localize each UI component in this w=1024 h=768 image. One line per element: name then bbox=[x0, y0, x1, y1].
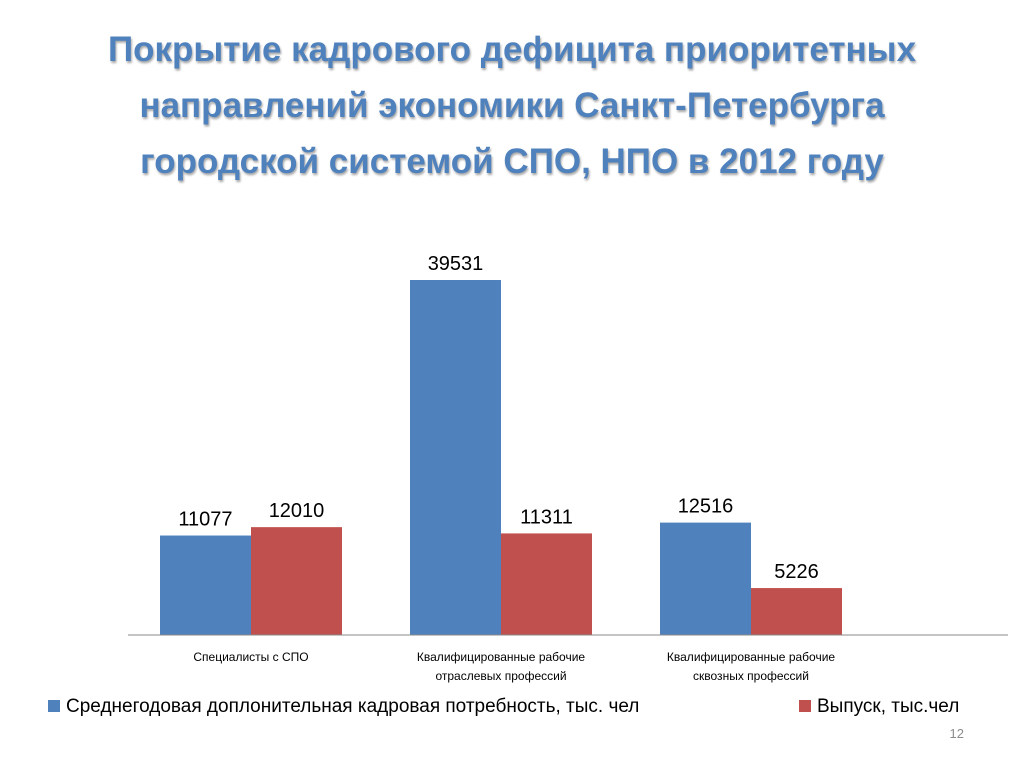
data-label-s2-c2: 11311 bbox=[520, 506, 573, 528]
legend-swatch-1 bbox=[48, 700, 60, 712]
bar-s1-c2 bbox=[410, 280, 501, 635]
title-line-2: направлений экономики Санкт-Петербурга bbox=[139, 86, 885, 125]
x-tick-label-c2-line1: Квалифицированные рабочие bbox=[417, 650, 585, 664]
bar-s2-c1 bbox=[251, 527, 342, 635]
data-label-s1-c2: 39531 bbox=[428, 253, 484, 275]
bar-s2-c3 bbox=[751, 588, 842, 635]
x-tick-label-c1-line1: Специалисты с СПО bbox=[193, 650, 308, 664]
legend-swatch-2 bbox=[799, 700, 811, 712]
page-number: 12 bbox=[949, 726, 964, 741]
bar-s1-c3 bbox=[660, 522, 751, 635]
legend-label-2: Выпуск, тыс.чел bbox=[817, 696, 959, 717]
data-label-s1-c3: 12516 bbox=[678, 496, 734, 518]
data-label-s2-c3: 5226 bbox=[774, 561, 819, 583]
title-line-1: Покрытие кадрового дефицита приоритетных bbox=[107, 30, 917, 69]
x-tick-label-c3-line2: сквозных профессий bbox=[693, 669, 809, 683]
x-tick-label-c3-line1: Квалифицированные рабочие bbox=[667, 650, 835, 664]
data-label-s2-c1: 12010 bbox=[269, 500, 325, 522]
bar-s2-c2 bbox=[501, 533, 592, 635]
x-tick-label-c2-line2: отраслевых профессий bbox=[435, 669, 566, 683]
data-label-s1-c1: 11077 bbox=[178, 509, 232, 531]
title-line-3: городской системой СПО, НПО в 2012 году bbox=[140, 142, 884, 181]
bar-s1-c1 bbox=[160, 535, 251, 635]
legend-label-1: Среднегодовая доплонительная кадровая по… bbox=[66, 696, 639, 717]
slide-title: Покрытие кадрового дефицита приоритетных… bbox=[40, 22, 984, 190]
